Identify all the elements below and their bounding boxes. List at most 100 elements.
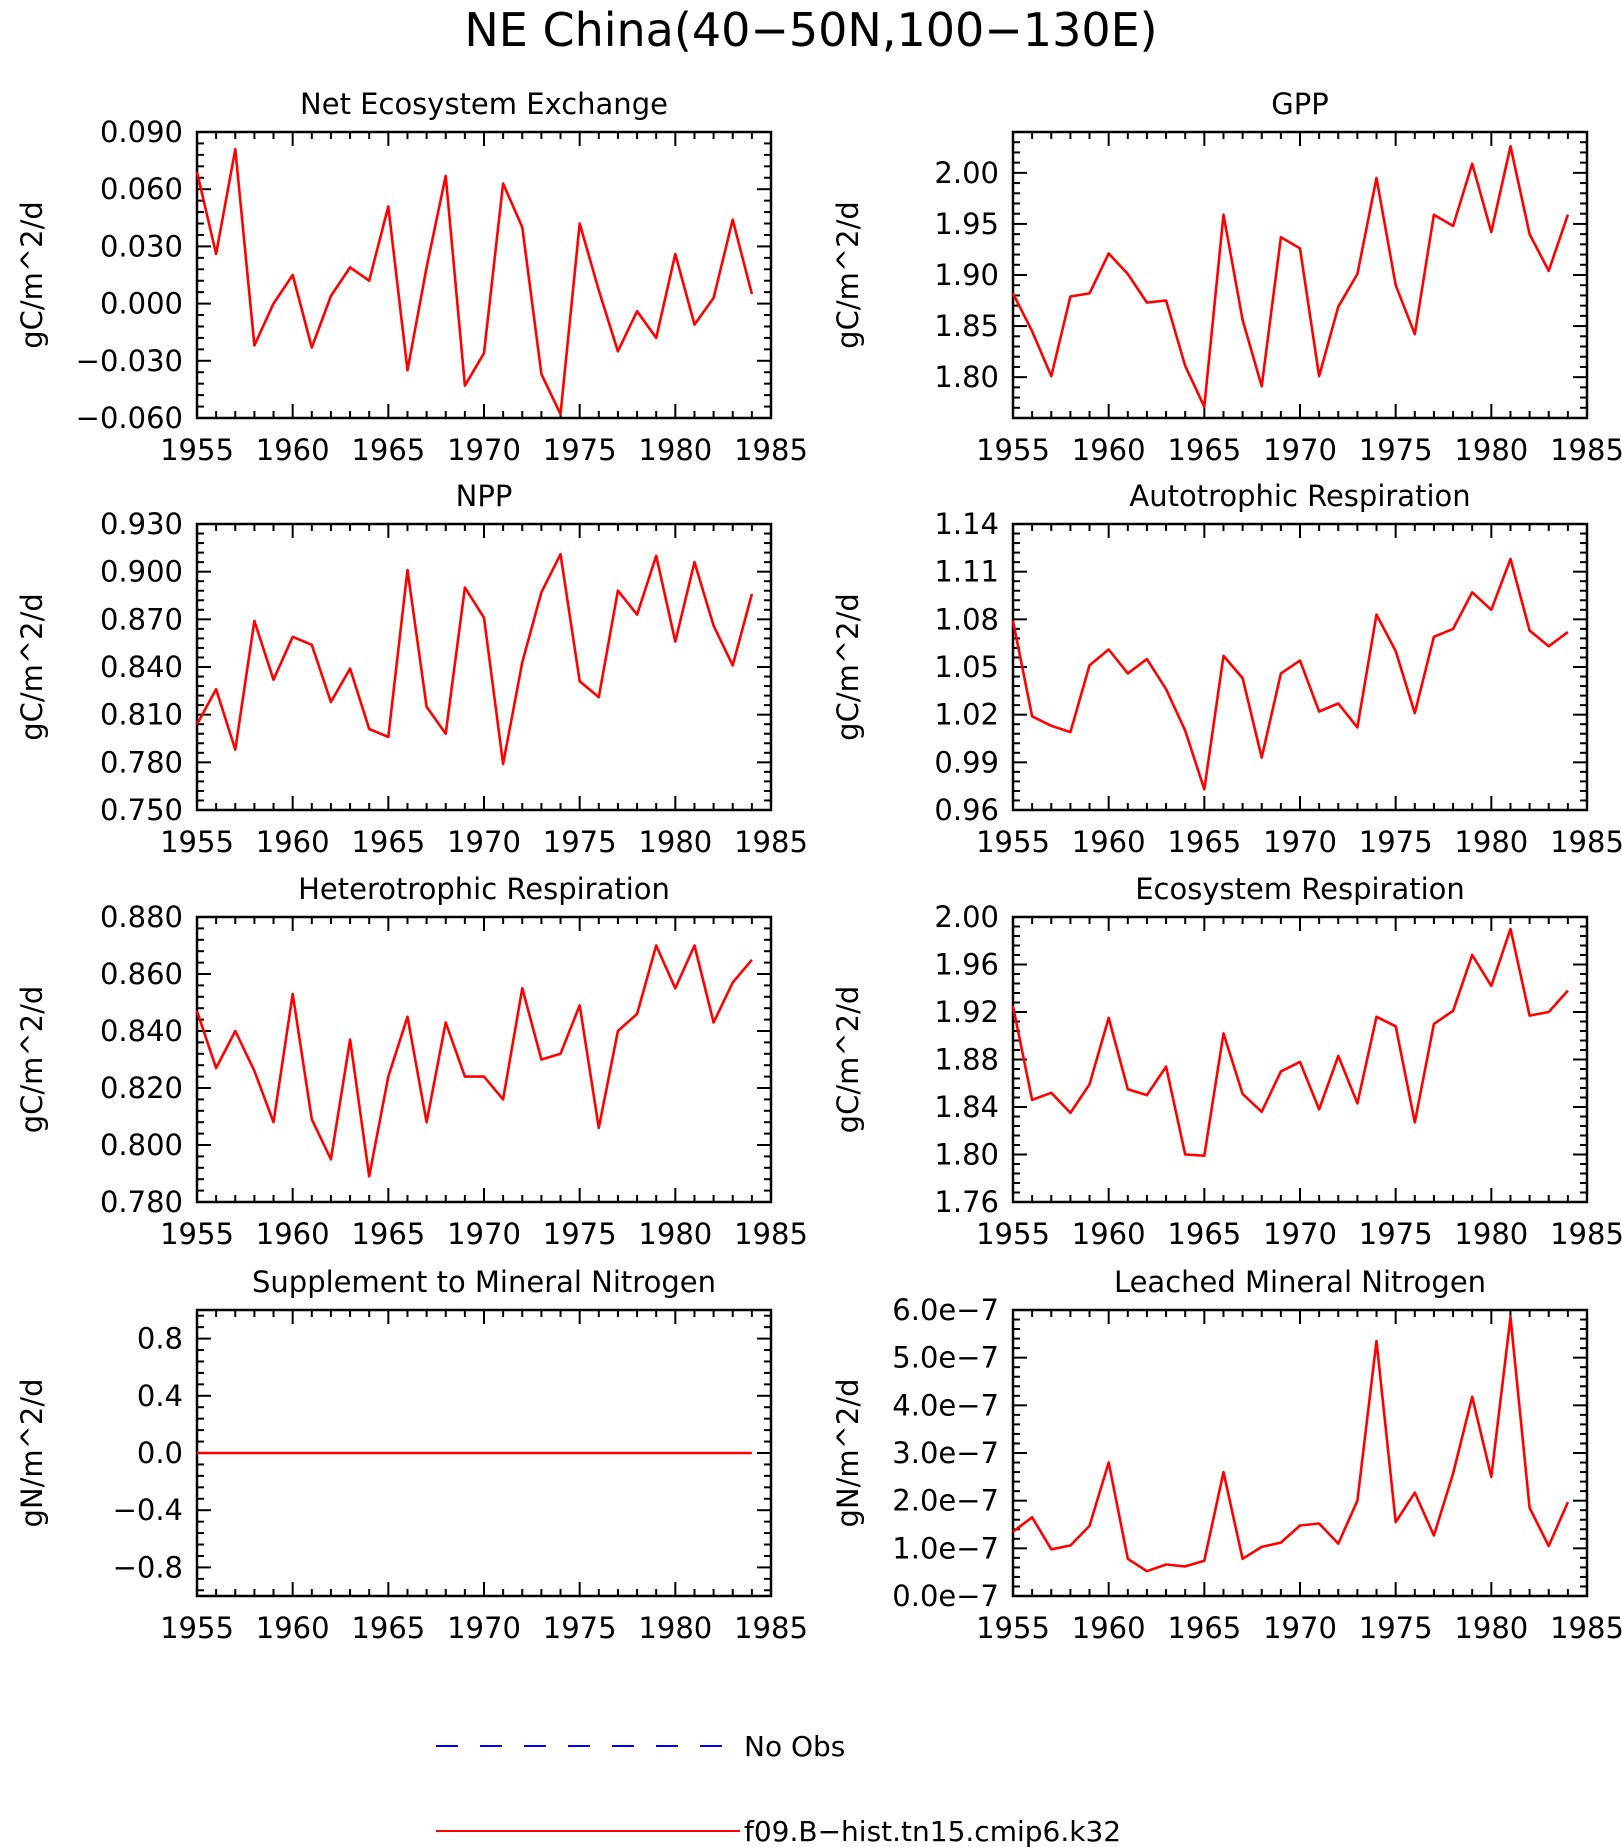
- y-tick-label: 5.0e−7: [892, 1341, 999, 1375]
- plot-frame: [195, 130, 773, 420]
- series-line-0: [195, 147, 754, 416]
- y-tick-label: 0.870: [100, 602, 183, 636]
- x-tick-label: 1975: [543, 433, 617, 467]
- x-tick-label: 1970: [447, 1611, 521, 1645]
- panel-title: Supplement to Mineral Nitrogen: [252, 1265, 716, 1299]
- y-tick-label: 0.99: [934, 745, 999, 779]
- y-tick-label: 0.060: [100, 172, 183, 206]
- x-tick-label: 1955: [160, 1611, 234, 1645]
- x-tick-label: 1975: [1359, 1217, 1433, 1251]
- panel-title: Autotrophic Respiration: [1129, 479, 1470, 513]
- y-tick-label: −0.8: [113, 1550, 183, 1584]
- y-tick-label: 0.880: [100, 900, 183, 934]
- panel-5: Ecosystem Respiration gC/m^2/d 1955 1960 196…: [831, 872, 1622, 1251]
- y-tick-label: 2.00: [934, 156, 999, 190]
- y-tick-label: 0.8: [137, 1322, 183, 1356]
- x-tick-label: 1975: [1359, 825, 1433, 859]
- x-tick-label: 1960: [1072, 1217, 1146, 1251]
- y-axis-label: gC/m^2/d: [15, 986, 49, 1134]
- y-tick-label: 1.02: [934, 698, 999, 732]
- panel-title: Heterotrophic Respiration: [298, 872, 670, 906]
- x-tick-label: 1965: [351, 433, 425, 467]
- series-line-0: [1011, 145, 1570, 409]
- x-tick-label: 1980: [638, 1217, 712, 1251]
- x-tick-label: 1985: [734, 1611, 808, 1645]
- x-tick-label: 1975: [543, 825, 617, 859]
- panel-title: NPP: [456, 479, 513, 513]
- x-tick-label: 1965: [1167, 1217, 1241, 1251]
- series-line-0: [1012, 1315, 1570, 1573]
- x-tick-label: 1980: [1454, 1217, 1528, 1251]
- y-tick-label: 1.0e−7: [892, 1531, 999, 1565]
- y-tick-label: 0.780: [100, 1185, 183, 1219]
- y-tick-label: 1.84: [934, 1090, 999, 1124]
- x-tick-label: 1965: [351, 825, 425, 859]
- y-tick-label: 1.08: [934, 602, 999, 636]
- x-tick-label: 1960: [1072, 825, 1146, 859]
- y-tick-label: 0.000: [100, 287, 183, 321]
- x-tick-label: 1955: [160, 1217, 234, 1251]
- y-tick-label: 1.96: [934, 948, 999, 982]
- y-tick-label: 0.030: [100, 229, 183, 263]
- panel-7: Leached Mineral Nitrogen gN/m^2/d 1955 1960…: [831, 1265, 1622, 1645]
- x-tick-label: 1975: [543, 1217, 617, 1251]
- y-axis-label: gC/m^2/d: [15, 593, 49, 741]
- panel-title: GPP: [1271, 87, 1328, 121]
- x-tick-label: 1985: [1550, 1611, 1622, 1645]
- y-axis-label: gN/m^2/d: [831, 1378, 865, 1527]
- legend: No Obs f09.B−hist.tn15.cmip6.k32: [436, 1730, 1121, 1847]
- x-tick-label: 1970: [447, 1217, 521, 1251]
- y-tick-label: 0.810: [100, 698, 183, 732]
- y-tick-label: −0.4: [113, 1493, 183, 1527]
- y-tick-label: 1.05: [934, 650, 999, 684]
- y-tick-label: 1.88: [934, 1043, 999, 1077]
- x-tick-label: 1965: [351, 1611, 425, 1645]
- y-axis-label: gC/m^2/d: [831, 986, 865, 1134]
- panel-2: NPP gC/m^2/d 1955 1960 1965 1970 1975 1980 1985 0…: [15, 479, 808, 859]
- y-tick-label: 2.00: [934, 900, 999, 934]
- series-line-0: [195, 552, 754, 766]
- x-tick-label: 1970: [1263, 825, 1337, 859]
- x-tick-label: 1975: [1359, 1611, 1433, 1645]
- x-tick-label: 1970: [1263, 1217, 1337, 1251]
- panels: Net Ecosystem Exchange gC/m^2/d 1955 1960 19…: [15, 87, 1622, 1645]
- y-tick-label: 1.14: [934, 507, 999, 541]
- panel-1: GPP gC/m^2/d 1955 1960 1965 1970 1975 1980 1985 1…: [831, 87, 1622, 467]
- x-tick-label: 1980: [638, 825, 712, 859]
- panel-title: Leached Mineral Nitrogen: [1114, 1265, 1486, 1299]
- x-tick-label: 1955: [976, 825, 1050, 859]
- series-line-0: [1011, 927, 1569, 1157]
- y-tick-label: 0.0: [137, 1436, 183, 1470]
- x-tick-label: 1970: [447, 433, 521, 467]
- x-tick-label: 1955: [976, 433, 1050, 467]
- x-tick-label: 1965: [1167, 1611, 1241, 1645]
- x-tick-label: 1965: [351, 1217, 425, 1251]
- y-tick-label: 0.900: [100, 555, 183, 589]
- x-tick-label: 1970: [1263, 433, 1337, 467]
- x-tick-label: 1975: [1359, 433, 1433, 467]
- x-tick-label: 1955: [976, 1217, 1050, 1251]
- x-tick-label: 1955: [160, 825, 234, 859]
- plot-frame: [195, 522, 773, 812]
- x-tick-label: 1985: [1550, 1217, 1622, 1251]
- x-tick-label: 1980: [638, 1611, 712, 1645]
- y-tick-label: 0.090: [100, 115, 183, 149]
- x-tick-label: 1985: [734, 825, 808, 859]
- x-tick-label: 1965: [1167, 433, 1241, 467]
- x-tick-label: 1960: [256, 1611, 330, 1645]
- x-tick-label: 1955: [160, 433, 234, 467]
- x-tick-label: 1985: [734, 1217, 808, 1251]
- x-tick-label: 1980: [1454, 825, 1528, 859]
- y-tick-label: 0.4: [137, 1379, 183, 1413]
- y-tick-label: 1.80: [934, 360, 999, 394]
- y-tick-label: 0.840: [100, 1014, 183, 1048]
- y-tick-label: 1.92: [934, 995, 999, 1029]
- y-tick-label: 0.930: [100, 507, 183, 541]
- y-tick-label: 0.780: [100, 745, 183, 779]
- y-tick-label: 1.85: [934, 309, 999, 343]
- x-tick-label: 1960: [256, 1217, 330, 1251]
- panel-4: Heterotrophic Respiration gC/m^2/d 1955 196…: [15, 872, 808, 1251]
- y-tick-label: 0.820: [100, 1071, 183, 1105]
- panel-3: Autotrophic Respiration gC/m^2/d 1955 1960 1…: [831, 479, 1622, 859]
